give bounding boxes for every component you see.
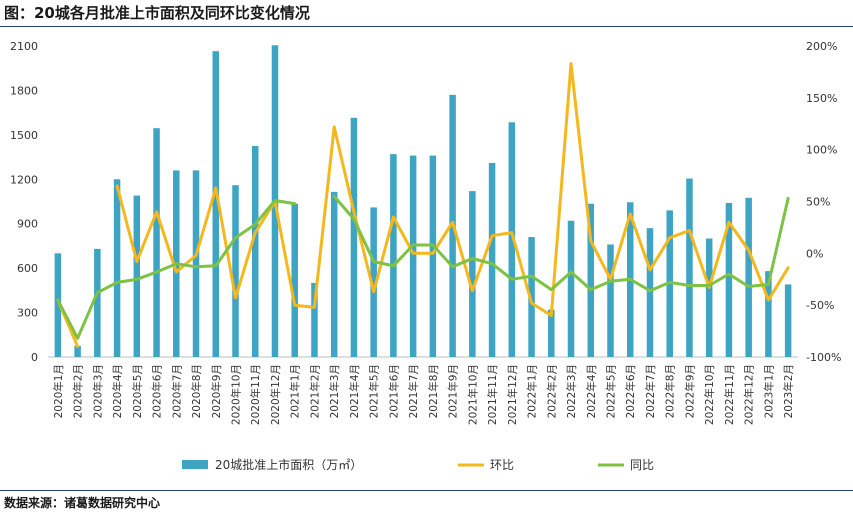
x-tick-label: 2020年11月: [249, 364, 262, 425]
mom-series-line: [56, 62, 790, 349]
x-tick-label: 2022年8月: [664, 364, 677, 418]
x-tick-label: 2022年12月: [743, 364, 756, 425]
x-tick-label: 2020年8月: [190, 364, 203, 418]
x-tick-label: 2022年10月: [703, 364, 716, 425]
bar: [409, 155, 417, 357]
x-tick-label: 2022年11月: [723, 364, 736, 425]
y-right-tick-label: 200%: [806, 40, 837, 53]
y-right-tick-label: 150%: [806, 92, 837, 105]
y-right-tick-label: 0%: [806, 247, 823, 260]
y-right-tick-label: -50%: [806, 299, 834, 312]
x-tick-label: 2020年3月: [91, 364, 104, 418]
x-tick-label: 2020年9月: [210, 364, 223, 418]
bar: [508, 122, 516, 358]
bar: [567, 220, 575, 357]
x-tick-label: 2022年2月: [545, 364, 558, 418]
x-tick-label: 2020年6月: [151, 364, 164, 418]
x-tick-label: 2020年10月: [230, 364, 243, 425]
y-left-tick-label: 300: [17, 307, 38, 320]
x-tick-label: 2021年10月: [466, 364, 479, 425]
legend-mom-label: 环比: [490, 458, 514, 472]
yoy-series-line: [56, 194, 790, 340]
bar: [94, 248, 101, 357]
bar: [469, 191, 476, 357]
bar: [153, 128, 160, 357]
bar: [133, 195, 141, 357]
y-left-tick-label: 2100: [10, 40, 38, 53]
y-right-tick-label: -100%: [806, 351, 841, 364]
bar: [212, 51, 220, 357]
bar: [646, 228, 654, 357]
y-left-tick-label: 900: [17, 218, 38, 231]
bar: [370, 207, 377, 357]
bar: [745, 197, 752, 357]
y-right-tick-label: 100%: [806, 144, 837, 157]
bar: [390, 154, 397, 357]
x-tick-label: 2021年8月: [427, 364, 440, 418]
x-tick-label: 2022年6月: [624, 364, 637, 418]
y-left-tick-label: 1500: [10, 129, 38, 142]
x-tick-label: 2022年7月: [644, 364, 657, 418]
x-tick-label: 2022年3月: [565, 364, 578, 418]
bar: [330, 191, 338, 357]
x-tick-label: 2022年1月: [526, 364, 539, 418]
x-tick-label: 2021年7月: [407, 364, 420, 418]
x-tick-label: 2021年9月: [447, 364, 460, 418]
bar: [192, 170, 200, 357]
x-tick-label: 2020年5月: [131, 364, 144, 418]
legend-bar-swatch: [182, 460, 208, 469]
x-tick-label: 2021年5月: [368, 364, 381, 418]
legend-bar-label: 20城批准上市面积（万㎡）: [215, 457, 362, 472]
legend-yoy-label: 同比: [630, 458, 654, 472]
bar: [607, 244, 614, 357]
bar: [705, 238, 713, 357]
x-tick-label: 2021年4月: [348, 364, 361, 418]
x-tick-label: 2022年9月: [683, 364, 696, 418]
y-left-tick-label: 1200: [10, 173, 38, 186]
bar: [725, 202, 733, 357]
x-tick-label: 2021年6月: [387, 364, 400, 418]
x-tick-label: 2022年5月: [605, 364, 618, 418]
x-tick-label: 2021年2月: [308, 364, 321, 418]
bar: [232, 185, 239, 357]
bar: [488, 162, 496, 357]
x-tick-label: 2020年4月: [111, 364, 124, 418]
y-left-tick-label: 600: [17, 262, 38, 275]
x-tick-label: 2020年12月: [269, 364, 282, 425]
bar: [74, 345, 81, 357]
x-tick-label: 2020年7月: [170, 364, 183, 418]
combo-chart: 0 300 600 900 1200 1500 1800 2100 -100% -50% 0% 50%…: [10, 40, 841, 472]
x-tick-label: 2020年2月: [72, 364, 85, 418]
figure-title: 图：20城各月批准上市面积及同环比变化情况: [4, 4, 310, 22]
bar: [429, 155, 437, 357]
bar: [765, 271, 772, 357]
x-tick-label: 2021年1月: [289, 364, 302, 418]
x-tick-label: 2021年11月: [486, 364, 499, 425]
bar: [113, 179, 121, 357]
x-tick-label: 2021年12月: [506, 364, 519, 425]
bar: [587, 203, 595, 357]
bar: [291, 203, 298, 357]
bar: [251, 145, 259, 357]
x-tick-label: 2020年1月: [52, 364, 65, 418]
bar: [686, 178, 693, 357]
bar: [528, 237, 535, 357]
y-right-tick-label: 50%: [806, 196, 830, 209]
bar: [350, 117, 358, 357]
source-note: 数据来源：诸葛数据研究中心: [4, 496, 161, 510]
bar: [54, 253, 62, 357]
title-divider: [0, 26, 853, 27]
y-left-tick-label: 1800: [10, 84, 38, 97]
bar: [548, 309, 555, 357]
x-tick-label: 2022年4月: [585, 364, 598, 418]
x-tick-label: 2023年2月: [782, 364, 795, 418]
y-left-tick-label: 0: [31, 351, 38, 364]
source-divider: [0, 490, 853, 491]
bar: [784, 284, 792, 357]
x-tick-label: 2021年3月: [328, 364, 341, 418]
bar: [311, 282, 318, 357]
x-tick-label: 2023年1月: [762, 364, 775, 418]
